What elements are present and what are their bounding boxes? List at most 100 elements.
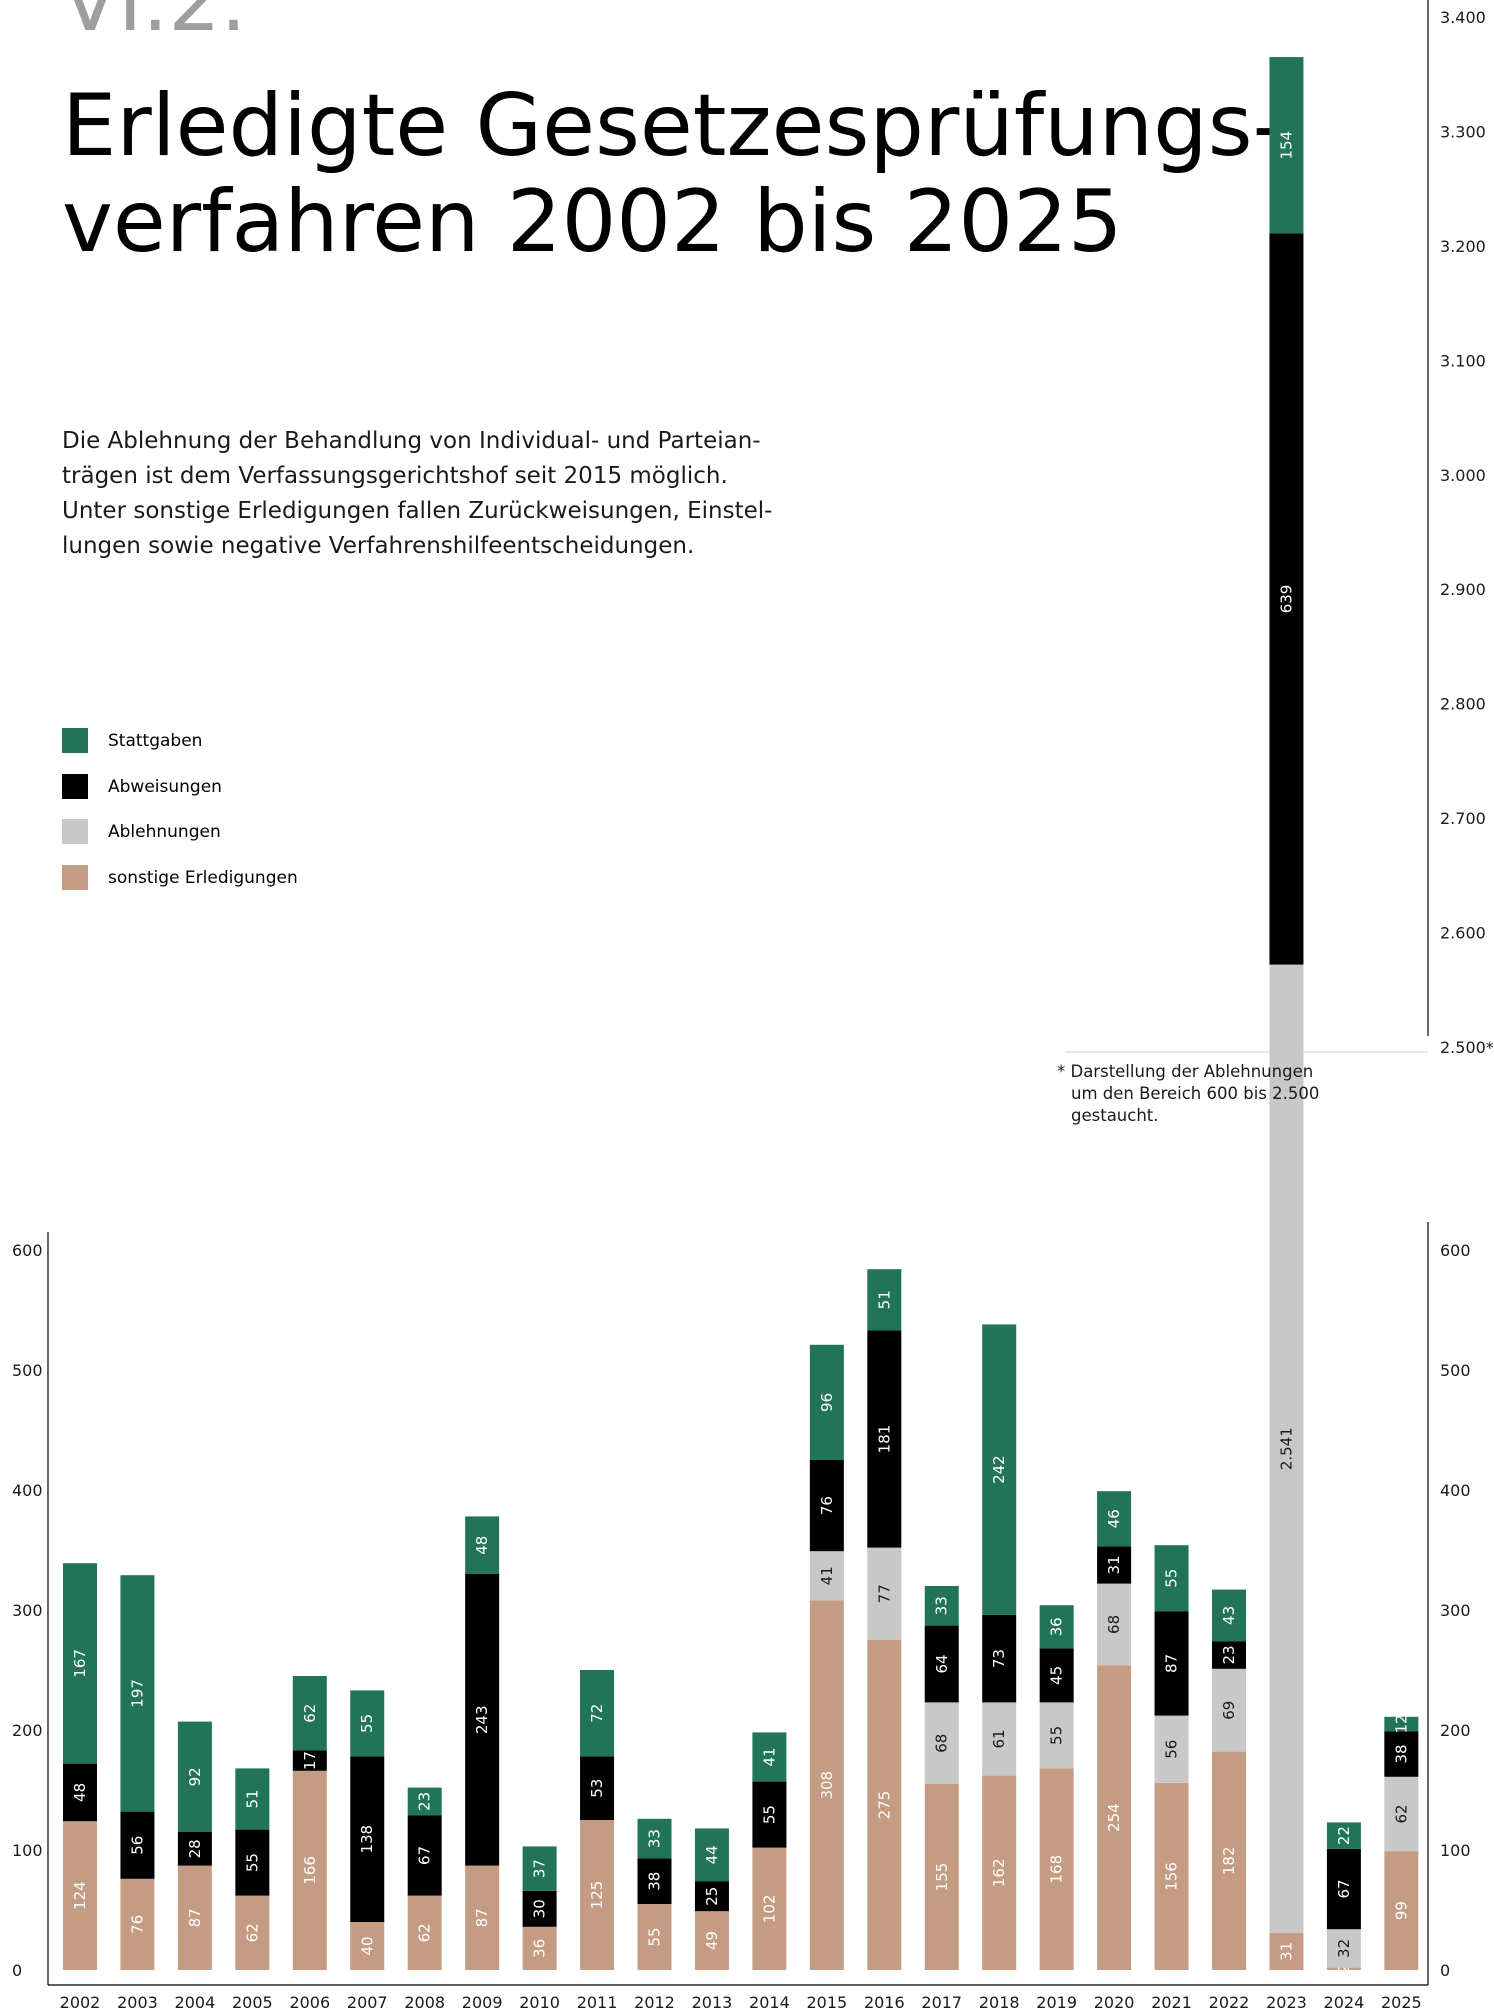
bar-segment-sonstige-erledigungen [407, 1895, 442, 1970]
description-line: Unter sonstige Erledigungen fallen Zurüc… [62, 498, 773, 524]
bar-segment-abweisungen [982, 1614, 1017, 1703]
bar-segment-sonstige-erledigungen [580, 1820, 615, 1970]
bar-segment-abweisungen [1326, 1848, 1361, 1930]
legend-label: Abweisungen [108, 776, 222, 797]
data-label: 33 [646, 1829, 664, 1848]
data-label: 33 [933, 1596, 951, 1615]
description-line: Die Ablehnung der Behandlung von Individ… [62, 428, 761, 454]
data-label: 62 [301, 1704, 319, 1723]
legend-swatch [62, 864, 88, 890]
data-label: 308 [818, 1771, 836, 1800]
bar-segment-abweisungen [809, 1460, 844, 1552]
data-label: 125 [588, 1881, 606, 1910]
bar-segment-ablehnungen [982, 1702, 1017, 1776]
bar-segment-stattgaben [924, 1586, 959, 1626]
data-label: 51 [243, 1789, 261, 1808]
y-tick-label-upper: 2.600 [1440, 924, 1486, 943]
legend-swatch [62, 819, 88, 844]
data-label: 154 [1277, 131, 1295, 160]
data-label: 242 [990, 1455, 1008, 1484]
data-label: 275 [875, 1791, 893, 1820]
x-tick-label: 2004 [175, 1993, 216, 2012]
bar-segment-ablehnungen [924, 1702, 959, 1784]
data-label: 31 [1277, 1942, 1295, 1961]
data-label: 22 [1335, 1826, 1353, 1845]
bar-segment-stattgaben [407, 1787, 442, 1816]
data-label: 45 [1048, 1666, 1066, 1685]
data-label: 102 [760, 1894, 778, 1923]
bar-segment-sonstige-erledigungen [1326, 1967, 1361, 1970]
x-tick-label: 2025 [1381, 1993, 1422, 2012]
y-tick-label-upper: 3.200 [1440, 237, 1486, 256]
bar-segment-stattgaben [1212, 1589, 1246, 1642]
data-label: 92 [186, 1767, 204, 1786]
y-tick-label-upper: 3.300 [1440, 122, 1486, 141]
bar-segment-abweisungen [694, 1881, 729, 1912]
bar-segment-abweisungen [1212, 1641, 1246, 1669]
data-label: 68 [1105, 1615, 1123, 1634]
footnote-line: um den Bereich 600 bis 2.500 [1071, 1084, 1320, 1103]
bar-segment-stattgaben [637, 1818, 672, 1859]
data-label: 38 [1392, 1744, 1410, 1763]
bar-segment-sonstige-erledigungen [292, 1770, 327, 1970]
bar-segment-abweisungen [350, 1756, 385, 1922]
x-tick-label: 2014 [749, 1993, 790, 2012]
footnote-line: * Darstellung der Ablehnungen [1057, 1062, 1314, 1081]
data-label: 243 [473, 1705, 491, 1734]
data-label: 37 [531, 1859, 549, 1878]
bar-segment-ablehnungen [1039, 1702, 1074, 1769]
bar-segment-stattgaben [1269, 57, 1304, 234]
data-label: 56 [1163, 1740, 1181, 1759]
bar-segment-stattgaben [752, 1732, 787, 1782]
bar-segment-stattgaben [177, 1721, 212, 1832]
bar-segment-sonstige-erledigungen [177, 1865, 212, 1970]
data-label: 36 [531, 1939, 549, 1958]
x-tick-label: 2007 [347, 1993, 388, 2012]
bar-segment-sonstige-erledigungen [1154, 1782, 1189, 1970]
data-label: 51 [875, 1290, 893, 1309]
bar-segment-ablehnungen [867, 1547, 902, 1640]
x-tick-label: 2023 [1266, 1993, 1307, 2012]
data-label: 124 [71, 1881, 89, 1910]
data-label: 167 [71, 1649, 89, 1678]
data-label: 55 [1048, 1726, 1066, 1745]
data-label: 55 [358, 1714, 376, 1733]
bar-segment-abweisungen [1039, 1648, 1074, 1703]
title-line: Erledigte Gesetzesprüfungs- [62, 76, 1284, 176]
bar-segment-abweisungen [235, 1829, 270, 1896]
bar-segment-stattgaben [465, 1516, 500, 1574]
bar-segment-stattgaben [522, 1846, 557, 1891]
data-label: 48 [71, 1783, 89, 1802]
data-label: 25 [703, 1887, 721, 1906]
data-label: 44 [703, 1845, 721, 1864]
x-tick-label: 2016 [864, 1993, 905, 2012]
data-label: 41 [760, 1747, 778, 1766]
data-label: 99 [1392, 1901, 1410, 1920]
data-label: 72 [588, 1704, 606, 1723]
bar-segment-ablehnungen [1326, 1929, 1361, 1968]
data-label: 2.541 [1277, 1427, 1295, 1470]
data-label: 181 [875, 1425, 893, 1454]
bar-segment-sonstige-erledigungen [1384, 1851, 1419, 1970]
data-label: 87 [1163, 1654, 1181, 1673]
y-tick-label-left: 300 [12, 1601, 43, 1620]
data-label: 43 [1220, 1606, 1238, 1625]
x-tick-label: 2018 [979, 1993, 1020, 2012]
bar-segment-stattgaben [63, 1563, 97, 1764]
data-label: 55 [1163, 1569, 1181, 1588]
bar-segment-abweisungen [120, 1811, 155, 1879]
bar-segment-abweisungen [177, 1832, 212, 1866]
bar-segment-ablehnungen [1384, 1776, 1419, 1852]
bar-segment-abweisungen [637, 1858, 672, 1904]
title-line: verfahren 2002 bis 2025 [62, 172, 1123, 272]
data-label: 69 [1220, 1701, 1238, 1720]
data-label: 87 [473, 1908, 491, 1927]
data-label: 62 [243, 1923, 261, 1942]
y-tick-label-left: 500 [12, 1361, 43, 1380]
bar-segment-ablehnungen [1154, 1715, 1189, 1783]
x-tick-label: 2002 [60, 1993, 101, 2012]
data-label: 38 [646, 1872, 664, 1891]
data-label: 61 [990, 1729, 1008, 1748]
data-label: 23 [1220, 1645, 1238, 1664]
y-tick-label-right: 500 [1440, 1361, 1471, 1380]
